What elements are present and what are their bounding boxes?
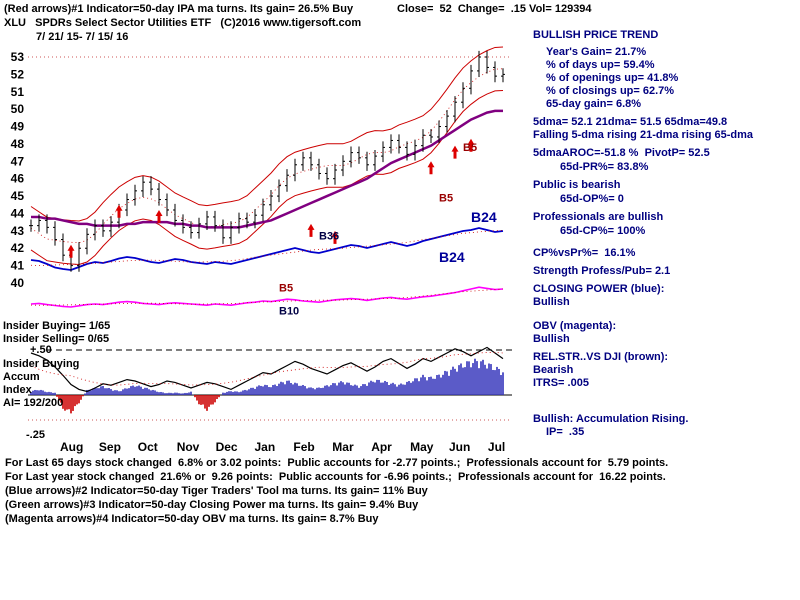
insider-buying-axis: Insider Buying [3, 358, 80, 370]
svg-text:48: 48 [11, 137, 25, 151]
ma65-line [31, 109, 503, 229]
svg-text:B5: B5 [439, 192, 453, 204]
svg-text:Nov: Nov [177, 440, 200, 454]
rp-openings-up: % of openings up= 41.8% [546, 72, 679, 84]
svg-text:43: 43 [11, 224, 25, 238]
price-bands [30, 46, 504, 266]
svg-text:52: 52 [11, 67, 25, 81]
rp-closings-up: % of closings up= 62.7% [546, 85, 675, 97]
svg-text:B24: B24 [439, 249, 465, 265]
svg-text:49: 49 [11, 120, 25, 134]
svg-text:Sep: Sep [99, 440, 121, 454]
rp-65day-gain: 65-day gain= 6.8% [546, 98, 642, 110]
svg-text:Feb: Feb [293, 440, 314, 454]
signal-blue-line: (Blue arrows)#2 Indicator=50-day Tiger T… [5, 485, 428, 497]
rp-trend: BULLISH PRICE TREND [533, 29, 659, 41]
signal-green-line: (Green arrows)#3 Indicator=50-day Closin… [5, 499, 419, 511]
svg-text:B5: B5 [279, 283, 293, 295]
accum-minus-level: -.25 [26, 429, 45, 441]
signal-magenta-line: (Magenta arrows)#4 Indicator=50-day OBV … [5, 513, 379, 525]
rp-closing-power-status: Bullish [533, 296, 570, 308]
svg-text:Jun: Jun [449, 440, 470, 454]
svg-text:53: 53 [11, 50, 25, 64]
rp-dma-direction: Falling 5-dma rising 21-dma rising 65-dm… [533, 129, 754, 141]
svg-text:Dec: Dec [216, 440, 238, 454]
footer-line-year: For Last year stock changed 21.6% or 9.2… [5, 471, 666, 483]
svg-text:B24: B24 [471, 209, 497, 225]
rp-65d-cp: 65d-CP%= 100% [560, 225, 646, 237]
date-range: 7/ 21/ 15- 7/ 15/ 16 [36, 31, 129, 43]
quote-summary: Close= 52 Change= .15 Vol= 129394 [397, 3, 592, 15]
footer-line-65day: For Last 65 days stock changed 6.8% or 3… [5, 457, 669, 469]
signal-annotations: B5 B5 B24 B24 B36 B5 B10 [279, 142, 497, 317]
rp-relstr-status: Bearish [533, 364, 574, 376]
x-axis-month-labels: Aug Sep Oct Nov Dec Jan Feb Mar Apr May Jun Jul [60, 440, 505, 454]
index-axis-label: Index [3, 384, 32, 396]
svg-text:47: 47 [11, 154, 25, 168]
rp-itrs: ITRS= .005 [533, 377, 589, 389]
rp-obv-status: Bullish [533, 333, 570, 345]
rp-obv-label: OBV (magenta): [533, 320, 617, 332]
rp-relstr-label: REL.STR..VS DJI (brown): [533, 351, 669, 363]
y-axis-labels: 53 52 51 50 49 48 47 46 45 44 43 42 41 40 [11, 50, 25, 290]
svg-text:41: 41 [11, 259, 25, 273]
svg-text:Oct: Oct [138, 440, 158, 454]
closing-power-line [30, 227, 504, 271]
svg-text:50: 50 [11, 102, 25, 116]
rp-years-gain: Year's Gain= 21.7% [546, 46, 647, 58]
insider-buying-count: Insider Buying= 1/65 [3, 320, 111, 332]
rp-ip: IP= .35 [546, 426, 585, 438]
rp-65d-pr: 65d-PR%= 83.8% [560, 161, 649, 173]
grid-guides [28, 56, 512, 421]
accum-plus-level: +.50 [30, 344, 52, 356]
svg-text:Jul: Jul [488, 440, 505, 454]
svg-text:42: 42 [11, 241, 25, 255]
accum-axis-label: Accum [3, 371, 40, 383]
insider-selling-count: Insider Selling= 0/65 [3, 333, 110, 345]
svg-text:Jan: Jan [255, 440, 276, 454]
svg-text:May: May [410, 440, 434, 454]
svg-text:44: 44 [11, 206, 25, 220]
svg-text:Aug: Aug [60, 440, 83, 454]
svg-text:45: 45 [11, 189, 25, 203]
rp-dma-values: 5dma= 52.1 21dma= 51.5 65dma=49.8 [533, 116, 728, 128]
svg-text:40: 40 [11, 276, 25, 290]
rp-accumulation-note: Bullish: Accumulation Rising. [533, 413, 689, 425]
svg-text:B36: B36 [319, 231, 339, 243]
obv-line [30, 286, 504, 308]
svg-text:51: 51 [11, 85, 25, 99]
rp-strength-ratio: Strength Profess/Pub= 2.1 [533, 265, 671, 277]
rp-public-sentiment: Public is bearish [533, 179, 621, 191]
svg-text:Apr: Apr [371, 440, 392, 454]
rel-strength-line [30, 346, 504, 393]
svg-text:46: 46 [11, 172, 25, 186]
rp-professionals-sentiment: Professionals are bullish [533, 211, 664, 223]
signal-red-line: (Red arrows)#1 Indicator=50-day IPA ma t… [4, 3, 354, 15]
rp-closing-power-label: CLOSING POWER (blue): [533, 283, 665, 295]
rp-aroc-pivot: 5dmaAROC=-51.8 % PivotP= 52.5 [533, 147, 710, 159]
ai-value: AI= 192/200 [3, 397, 64, 409]
rp-days-up: % of days up= 59.4% [546, 59, 655, 71]
svg-text:B5: B5 [463, 142, 477, 154]
buy-arrows [67, 138, 475, 258]
svg-text:B10: B10 [279, 305, 299, 317]
svg-text:Mar: Mar [332, 440, 354, 454]
rp-cp-vs-pr: CP%vsPr%= 16.1% [533, 247, 636, 259]
accumulation-histogram [30, 358, 504, 414]
symbol-title: XLU SPDRs Select Sector Utilities ETF (C… [4, 17, 362, 29]
rp-65d-op: 65d-OP%= 0 [560, 193, 624, 205]
